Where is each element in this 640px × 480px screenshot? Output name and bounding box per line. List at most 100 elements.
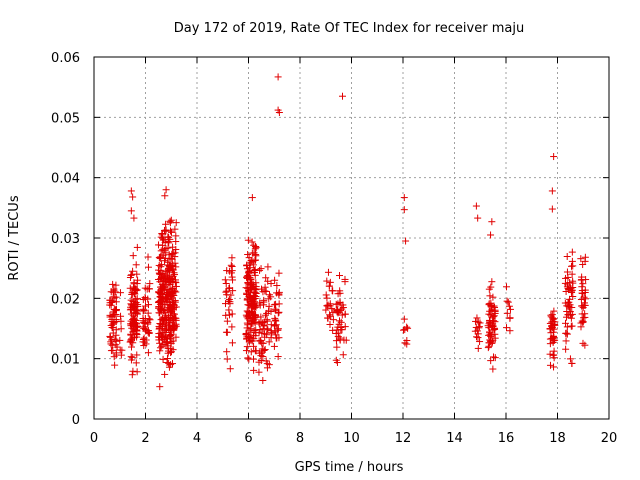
data-point: [155, 269, 163, 277]
data-point: [569, 277, 577, 285]
data-point: [326, 320, 334, 328]
data-point: [112, 281, 120, 289]
data-point: [271, 322, 279, 330]
data-point: [144, 328, 152, 336]
data-point: [227, 261, 235, 269]
data-point: [568, 359, 576, 367]
data-point: [341, 310, 349, 318]
data-point: [472, 317, 480, 325]
data-point: [472, 333, 480, 341]
data-point: [485, 339, 493, 347]
data-point: [262, 357, 270, 365]
data-point: [563, 283, 571, 291]
data-point: [161, 192, 169, 200]
data-point: [117, 312, 125, 320]
data-point: [108, 336, 116, 344]
data-point: [329, 287, 337, 295]
data-point: [169, 243, 177, 251]
data-point: [488, 278, 496, 286]
data-point: [273, 289, 281, 297]
data-point: [169, 346, 177, 354]
data-point: [474, 334, 482, 342]
data-point: [267, 280, 275, 288]
data-point: [156, 347, 164, 355]
data-point: [336, 334, 344, 342]
ticks-layer: 0 2 4 6 8 10 12 14 16 18 20 0 0.01 0.02 0.03 0.04 0.05 0.…: [51, 51, 617, 446]
data-point: [275, 300, 283, 308]
data-point: [258, 345, 266, 353]
data-point: [489, 322, 497, 330]
data-point: [166, 265, 174, 273]
data-point: [563, 330, 571, 338]
data-point: [141, 284, 149, 292]
data-point: [485, 331, 493, 339]
data-point: [116, 336, 124, 344]
data-point: [563, 323, 571, 331]
data-point: [323, 294, 331, 302]
data-point: [486, 292, 494, 300]
data-point: [155, 253, 163, 261]
x-tick-label: 18: [549, 431, 566, 446]
data-point: [223, 328, 231, 336]
data-point: [401, 339, 409, 347]
data-point: [157, 307, 165, 315]
data-point: [568, 248, 576, 256]
data-point: [245, 355, 253, 363]
data-point: [486, 318, 494, 326]
data-point: [158, 336, 166, 344]
data-point: [244, 321, 252, 329]
data-point: [166, 298, 174, 306]
data-point: [107, 340, 115, 348]
data-point: [270, 342, 278, 350]
data-point: [476, 319, 484, 327]
data-point: [581, 286, 589, 294]
data-point: [106, 332, 114, 340]
data-point: [577, 323, 585, 331]
data-point: [145, 301, 153, 309]
data-point: [399, 326, 407, 334]
data-point: [243, 335, 251, 343]
data-point: [579, 261, 587, 269]
data-point: [255, 329, 263, 337]
data-point: [160, 277, 168, 285]
data-point: [242, 347, 250, 355]
data-point: [133, 322, 141, 330]
data-point: [579, 280, 587, 288]
data-point: [127, 207, 135, 215]
data-point: [127, 305, 135, 313]
data-point: [141, 302, 149, 310]
data-point: [164, 344, 172, 352]
data-point: [228, 339, 236, 347]
data-point: [580, 293, 588, 301]
data-point: [246, 275, 254, 283]
data-point: [261, 311, 269, 319]
data-point: [162, 249, 170, 257]
data-point: [164, 244, 172, 252]
data-point: [161, 320, 169, 328]
data-point: [169, 272, 177, 280]
data-point: [158, 342, 166, 350]
data-point: [505, 302, 513, 310]
data-point: [263, 325, 271, 333]
data-point: [338, 311, 346, 319]
data-point: [261, 283, 269, 291]
data-point: [166, 319, 174, 327]
data-point: [488, 218, 496, 226]
data-point: [126, 338, 134, 346]
data-point: [566, 279, 574, 287]
data-point: [339, 351, 347, 359]
x-tick-label: 12: [395, 431, 412, 446]
data-point: [261, 330, 269, 338]
data-point: [226, 298, 234, 306]
data-point: [562, 319, 570, 327]
data-point: [322, 306, 330, 314]
data-point: [155, 324, 163, 332]
data-point: [503, 309, 511, 317]
data-point: [582, 295, 590, 303]
data-point: [581, 341, 589, 349]
data-point: [112, 293, 120, 301]
data-point: [550, 333, 558, 341]
data-point: [141, 293, 149, 301]
data-point: [322, 291, 330, 299]
data-point: [569, 293, 577, 301]
